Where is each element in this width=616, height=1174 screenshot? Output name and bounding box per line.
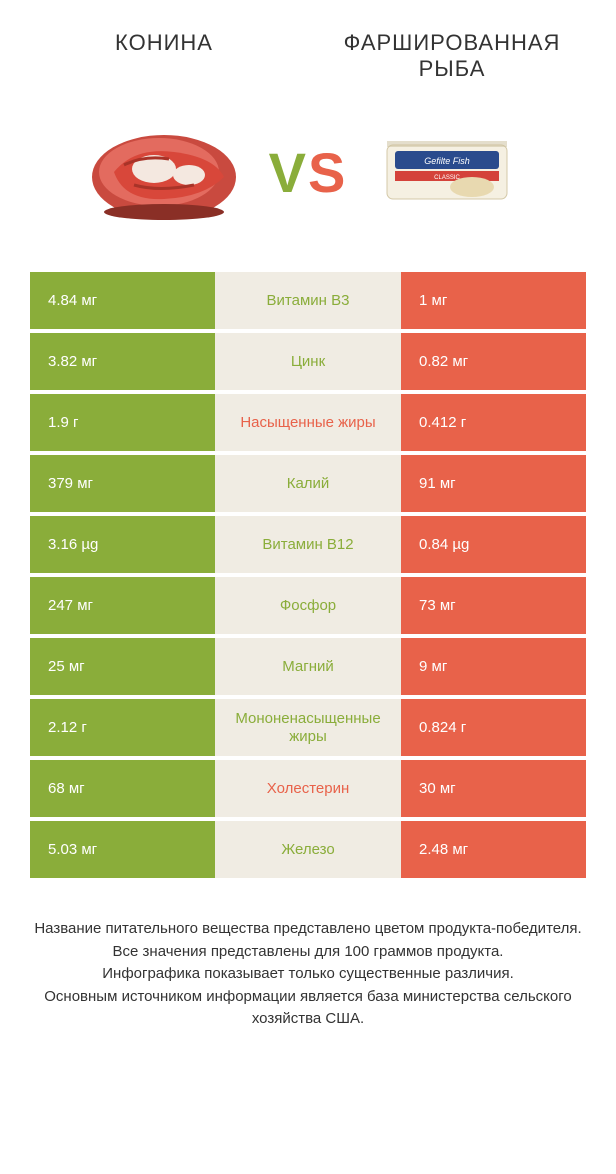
value-left: 247 мг [30, 577, 215, 634]
nutrient-name: Витамин B12 [215, 516, 401, 573]
table-row: 247 мгФосфор73 мг [30, 577, 586, 634]
nutrient-name: Насыщенные жиры [215, 394, 401, 451]
footer-line-3: Инфографика показывает только существенн… [30, 963, 586, 986]
value-left: 3.82 мг [30, 333, 215, 390]
value-left: 5.03 мг [30, 821, 215, 878]
value-left: 68 мг [30, 760, 215, 817]
nutrient-name: Калий [215, 455, 401, 512]
value-left: 379 мг [30, 455, 215, 512]
table-row: 5.03 мгЖелезо2.48 мг [30, 821, 586, 878]
value-left: 2.12 г [30, 699, 215, 756]
value-right: 91 мг [401, 455, 586, 512]
table-row: 1.9 гНасыщенные жиры0.412 г [30, 394, 586, 451]
value-left: 3.16 µg [30, 516, 215, 573]
table-row: 4.84 мгВитамин B31 мг [30, 272, 586, 329]
table-row: 68 мгХолестерин30 мг [30, 760, 586, 817]
footer-text: Название питательного вещества представл… [20, 918, 596, 1031]
fish-package-icon: Gefilte Fish CLASSIC [377, 127, 517, 217]
table-row: 379 мгКалий91 мг [30, 455, 586, 512]
value-right: 30 мг [401, 760, 586, 817]
svg-text:Gefilte Fish: Gefilte Fish [425, 156, 471, 166]
value-right: 0.412 г [401, 394, 586, 451]
infographic-container: КОНИНА ФАРШИРОВАННАЯ РЫБА VS Gefilte Fi [0, 0, 616, 1051]
title-left: КОНИНА [20, 30, 308, 82]
nutrient-name: Холестерин [215, 760, 401, 817]
meat-icon [84, 117, 254, 227]
table-row: 2.12 гМононенасыщенные жиры0.824 г [30, 699, 586, 756]
nutrient-name: Цинк [215, 333, 401, 390]
table-row: 3.16 µgВитамин B120.84 µg [30, 516, 586, 573]
value-right: 0.824 г [401, 699, 586, 756]
table-row: 3.82 мгЦинк0.82 мг [30, 333, 586, 390]
value-right: 0.82 мг [401, 333, 586, 390]
product-image-left [79, 112, 259, 232]
vs-s: S [308, 141, 347, 204]
footer-line-1: Название питательного вещества представл… [30, 918, 586, 941]
footer-line-2: Все значения представлены для 100 граммо… [30, 941, 586, 964]
table-row: 25 мгМагний9 мг [30, 638, 586, 695]
titles-row: КОНИНА ФАРШИРОВАННАЯ РЫБА [20, 30, 596, 82]
value-right: 1 мг [401, 272, 586, 329]
title-right: ФАРШИРОВАННАЯ РЫБА [308, 30, 596, 82]
nutrient-name: Витамин B3 [215, 272, 401, 329]
vs-v: V [269, 141, 308, 204]
product-image-right: Gefilte Fish CLASSIC [357, 112, 537, 232]
nutrient-name: Магний [215, 638, 401, 695]
value-left: 1.9 г [30, 394, 215, 451]
footer-line-4: Основным источником информации является … [30, 986, 586, 1031]
vs-row: VS Gefilte Fish CLASSIC [20, 112, 596, 232]
value-left: 25 мг [30, 638, 215, 695]
value-right: 9 мг [401, 638, 586, 695]
vs-label: VS [269, 140, 348, 205]
value-right: 73 мг [401, 577, 586, 634]
nutrient-table: 4.84 мгВитамин B31 мг3.82 мгЦинк0.82 мг1… [30, 272, 586, 878]
nutrient-name: Фосфор [215, 577, 401, 634]
value-right: 0.84 µg [401, 516, 586, 573]
value-left: 4.84 мг [30, 272, 215, 329]
nutrient-name: Мононенасыщенные жиры [215, 699, 401, 756]
nutrient-name: Железо [215, 821, 401, 878]
value-right: 2.48 мг [401, 821, 586, 878]
